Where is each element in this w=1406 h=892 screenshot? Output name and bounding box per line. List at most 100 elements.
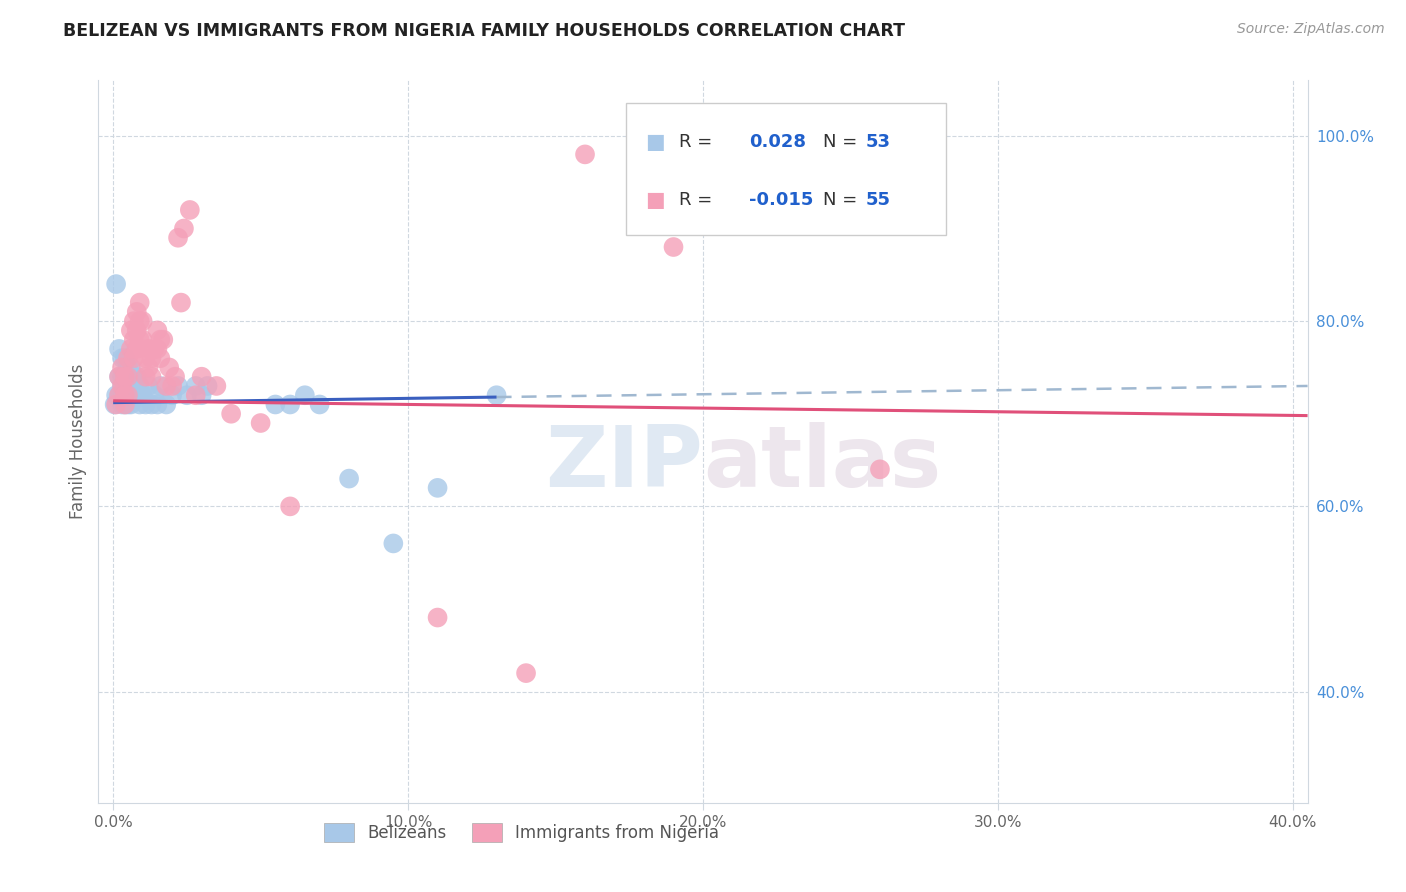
Point [114, 369, 136, 384]
Point [108, 369, 131, 384]
Point [117, 388, 139, 402]
Point [152, 333, 174, 347]
Point [574, 147, 596, 161]
Point [117, 369, 139, 384]
Text: N =: N = [823, 133, 862, 151]
Point [128, 397, 150, 411]
Point [278, 500, 301, 514]
Point [111, 397, 134, 411]
Point [205, 379, 228, 393]
Point [105, 277, 128, 291]
Point [111, 360, 134, 375]
Text: BELIZEAN VS IMMIGRANTS FROM NIGERIA FAMILY HOUSEHOLDS CORRELATION CHART: BELIZEAN VS IMMIGRANTS FROM NIGERIA FAMI… [63, 22, 905, 40]
Text: R =: R = [679, 133, 718, 151]
Point [176, 388, 198, 402]
Point [138, 379, 160, 393]
Point [111, 351, 134, 366]
Text: atlas: atlas [703, 422, 941, 505]
Point [190, 388, 212, 402]
Point [173, 221, 195, 235]
Point [382, 536, 405, 550]
Point [117, 397, 139, 411]
Point [146, 397, 169, 411]
Point [135, 369, 157, 384]
Point [108, 388, 131, 402]
Text: ■: ■ [645, 132, 665, 152]
Point [170, 295, 193, 310]
Point [111, 369, 134, 384]
Point [125, 388, 148, 402]
Point [143, 388, 166, 402]
Point [108, 369, 131, 384]
Point [120, 360, 142, 375]
Point [122, 379, 145, 393]
Point [125, 323, 148, 337]
Text: 53: 53 [865, 133, 890, 151]
Point [146, 342, 169, 356]
Point [131, 314, 153, 328]
Point [117, 351, 139, 366]
Point [294, 388, 316, 402]
Point [190, 369, 212, 384]
Point [138, 360, 160, 375]
Point [184, 379, 207, 393]
Point [114, 397, 136, 411]
Y-axis label: Family Households: Family Households [69, 364, 87, 519]
Point [135, 351, 157, 366]
Point [264, 397, 287, 411]
Point [160, 379, 183, 393]
Point [135, 397, 157, 411]
Point [141, 351, 163, 366]
Point [128, 295, 150, 310]
Point [108, 342, 131, 356]
Point [122, 333, 145, 347]
Point [155, 379, 177, 393]
Point [426, 481, 449, 495]
Point [167, 231, 190, 245]
Point [308, 397, 330, 411]
Point [114, 379, 136, 393]
Point [869, 462, 891, 476]
Point [155, 397, 177, 411]
Point [426, 610, 449, 624]
Point [128, 314, 150, 328]
Text: 0.028: 0.028 [749, 133, 807, 151]
Point [515, 666, 537, 681]
Point [120, 369, 142, 384]
Point [138, 342, 160, 356]
Point [249, 416, 271, 430]
Text: R =: R = [679, 191, 718, 209]
Text: ■: ■ [645, 190, 665, 210]
Point [157, 360, 180, 375]
Point [117, 369, 139, 384]
Point [111, 379, 134, 393]
Legend: Belizeans, Immigrants from Nigeria: Belizeans, Immigrants from Nigeria [318, 816, 725, 848]
Point [197, 379, 219, 393]
Point [117, 388, 139, 402]
Point [179, 202, 201, 217]
Text: N =: N = [823, 191, 862, 209]
Point [131, 388, 153, 402]
Point [141, 369, 163, 384]
Point [114, 388, 136, 402]
Point [278, 397, 301, 411]
Point [111, 379, 134, 393]
Point [120, 342, 142, 356]
Point [125, 342, 148, 356]
Point [122, 351, 145, 366]
Point [120, 397, 142, 411]
Point [114, 351, 136, 366]
Point [165, 369, 187, 384]
Text: Source: ZipAtlas.com: Source: ZipAtlas.com [1237, 22, 1385, 37]
Point [117, 379, 139, 393]
Point [122, 388, 145, 402]
Point [122, 314, 145, 328]
Point [120, 323, 142, 337]
Point [114, 397, 136, 411]
Point [149, 379, 172, 393]
Point [149, 333, 172, 347]
Text: 55: 55 [865, 191, 890, 209]
Point [105, 388, 128, 402]
Point [122, 369, 145, 384]
Point [105, 397, 128, 411]
